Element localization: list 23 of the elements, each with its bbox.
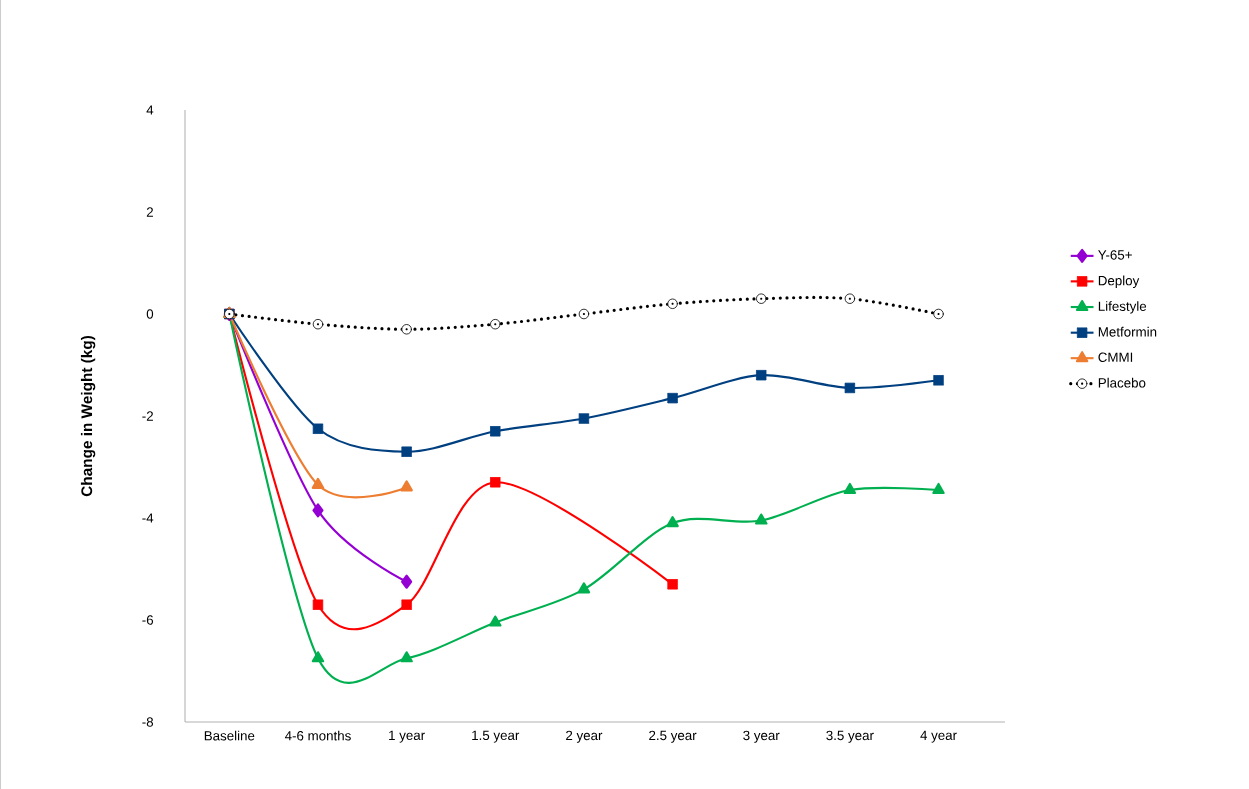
x-tick-label: 4 year (920, 730, 957, 743)
legend-label: Deploy (1098, 275, 1140, 288)
x-tick-label: 1.5 year (472, 730, 520, 743)
y-tick-label: 4 (146, 105, 154, 115)
x-tick-label: 1 year (389, 730, 425, 743)
x-tick-label: 3.5 year (826, 730, 874, 743)
legend-label: Lifestyle (1098, 301, 1147, 314)
y-tick-label: -4 (142, 513, 154, 523)
legend-label: Metformin (1098, 326, 1157, 337)
x-tick-label: Baseline (204, 730, 255, 741)
y-axis-title: Change in Weight (kg) (80, 335, 96, 497)
legend-label: Placebo (1098, 377, 1146, 388)
x-tick-label: 3 year (743, 730, 780, 743)
y-tick-label: -2 (142, 411, 153, 421)
x-tick-label: 2.5 year (649, 730, 697, 743)
y-tick-label: 2 (146, 207, 153, 217)
y-tick-label: 0 (146, 309, 154, 319)
y-tick-label: -8 (142, 717, 154, 727)
legend-label: Y-65+ (1098, 250, 1132, 260)
x-tick-label: 4-6 months (284, 730, 351, 741)
legend-label: CMMI (1098, 352, 1133, 362)
x-tick-label: 2 year (566, 730, 603, 743)
y-tick-label: -6 (142, 615, 154, 625)
